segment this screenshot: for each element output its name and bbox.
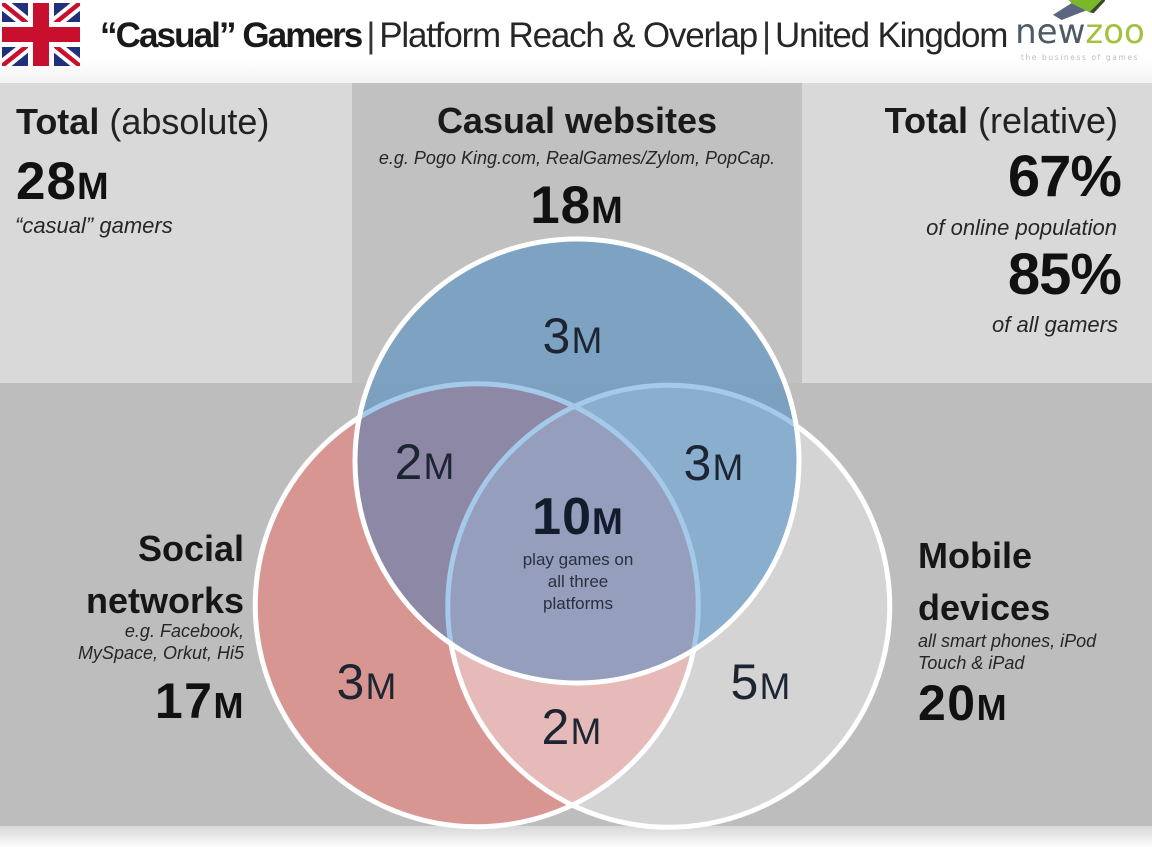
newzoo-logo: newzoo the business of games [1014, 15, 1146, 63]
total-absolute-heading-light: (absolute) [99, 101, 270, 142]
venn-caption-line3: platforms [543, 594, 613, 613]
casual-websites-number: 18 [530, 176, 592, 235]
venn-websites-only-unit: M [571, 320, 604, 361]
logo-word-zoo: zoo [1085, 12, 1145, 52]
title-region: United Kingdom [774, 16, 1008, 55]
online-population-percent: 67% [1007, 144, 1122, 209]
mobile-unit: M [976, 687, 1009, 728]
venn-websites-mobile: 3M [683, 438, 744, 488]
social-number: 17 [154, 673, 214, 729]
venn-social-only-number: 3 [336, 654, 366, 710]
venn-all-three-caption: play games on all three platforms [523, 549, 634, 615]
mobile-devices-circle [445, 382, 893, 830]
total-absolute-value: 28M [16, 155, 110, 208]
venn-websites-only: 3M [542, 311, 603, 361]
venn-all-three: 10M [532, 491, 624, 543]
casual-websites-unit: M [591, 190, 624, 232]
venn-social-only: 3M [336, 657, 397, 707]
social-examples-line1: e.g. Facebook, [124, 621, 244, 641]
casual-websites-circle [352, 236, 802, 686]
mobile-label-line2: devices [918, 587, 1051, 628]
mobile-label-line1: Mobile [918, 535, 1032, 576]
mobile-examples-line2: Touch & iPad [918, 653, 1025, 673]
casual-websites-value: 18M [530, 179, 624, 232]
panel-bottom-strip [0, 826, 1152, 847]
venn-social-mobile: 2M [541, 702, 602, 752]
venn-social-only-unit: M [365, 666, 398, 707]
venn-caption-line1: play games on [522, 550, 634, 569]
mobile-number: 20 [918, 675, 977, 731]
venn-websites-social-number: 2 [394, 434, 424, 490]
venn-social-mobile-number: 2 [541, 699, 571, 755]
total-absolute-number: 28 [16, 152, 77, 211]
title-platform: Platform Reach & Overlap [379, 16, 758, 55]
panel-total-absolute [0, 83, 352, 383]
title-separator-2: | [762, 16, 771, 55]
social-networks-value: 17M [155, 676, 245, 726]
slide-title: “Casual” Gamers | Platform Reach & Overlap… [100, 16, 1008, 56]
total-absolute-heading-bold: Total [16, 101, 100, 142]
social-networks-label: Social networks [86, 523, 244, 627]
venn-websites-social-unit: M [423, 446, 456, 487]
venn-all-three-unit: M [592, 501, 624, 542]
title-separator-1: | [366, 16, 375, 55]
social-label-line2: networks [85, 580, 244, 621]
online-population-note: of online population [926, 215, 1117, 240]
social-examples-line2: MySpace, Orkut, Hi5 [77, 643, 244, 663]
total-relative-heading: Total (relative) [885, 103, 1118, 139]
panel-casual-websites [352, 83, 802, 383]
header: “Casual” Gamers | Platform Reach & Overlap… [0, 0, 1152, 83]
social-unit: M [213, 685, 245, 726]
logo-tagline: the business of games [1020, 53, 1140, 62]
casual-websites-examples: e.g. Pogo King.com, RealGames/Zylom, Pop… [378, 148, 776, 168]
mobile-devices-examples: all smart phones, iPod Touch & iPad [918, 630, 1096, 674]
uk-flag-icon [2, 3, 80, 66]
venn-websites-mobile-number: 3 [683, 435, 713, 491]
title-topic: “Casual” Gamers [100, 16, 363, 55]
social-networks-examples: e.g. Facebook, MySpace, Orkut, Hi5 [78, 620, 244, 664]
newzoo-plane-icon [1053, 0, 1105, 21]
venn-websites-social: 2M [394, 437, 455, 487]
logo-word-new: new [1015, 12, 1086, 52]
venn-websites-only-number: 3 [542, 308, 572, 364]
total-absolute-unit: M [76, 166, 110, 208]
venn-websites-mobile-unit: M [712, 447, 745, 488]
venn-all-three-number: 10 [532, 488, 593, 546]
all-gamers-percent: 85% [1007, 242, 1122, 307]
total-absolute-heading: Total (absolute) [16, 104, 269, 140]
venn-mobile-only-number: 5 [730, 654, 760, 710]
mobile-examples-line1: all smart phones, iPod [918, 631, 1097, 651]
casual-websites-heading: Casual websites [436, 100, 718, 141]
venn-mobile-only: 5M [730, 657, 791, 707]
venn-caption-line2: all three [547, 572, 609, 591]
panel-total-relative [802, 83, 1152, 383]
venn-social-mobile-unit: M [570, 711, 603, 752]
mobile-devices-value: 20M [918, 678, 1008, 728]
social-networks-circle [252, 381, 701, 830]
total-relative-heading-bold: Total [884, 100, 968, 141]
mobile-devices-label: Mobile devices [918, 530, 1050, 634]
total-absolute-note: “casual” gamers [15, 213, 173, 238]
total-relative-heading-light: (relative) [967, 100, 1118, 141]
venn-mobile-only-unit: M [759, 666, 792, 707]
all-gamers-note: of all gamers [992, 312, 1118, 337]
social-label-line1: Social [137, 528, 244, 569]
